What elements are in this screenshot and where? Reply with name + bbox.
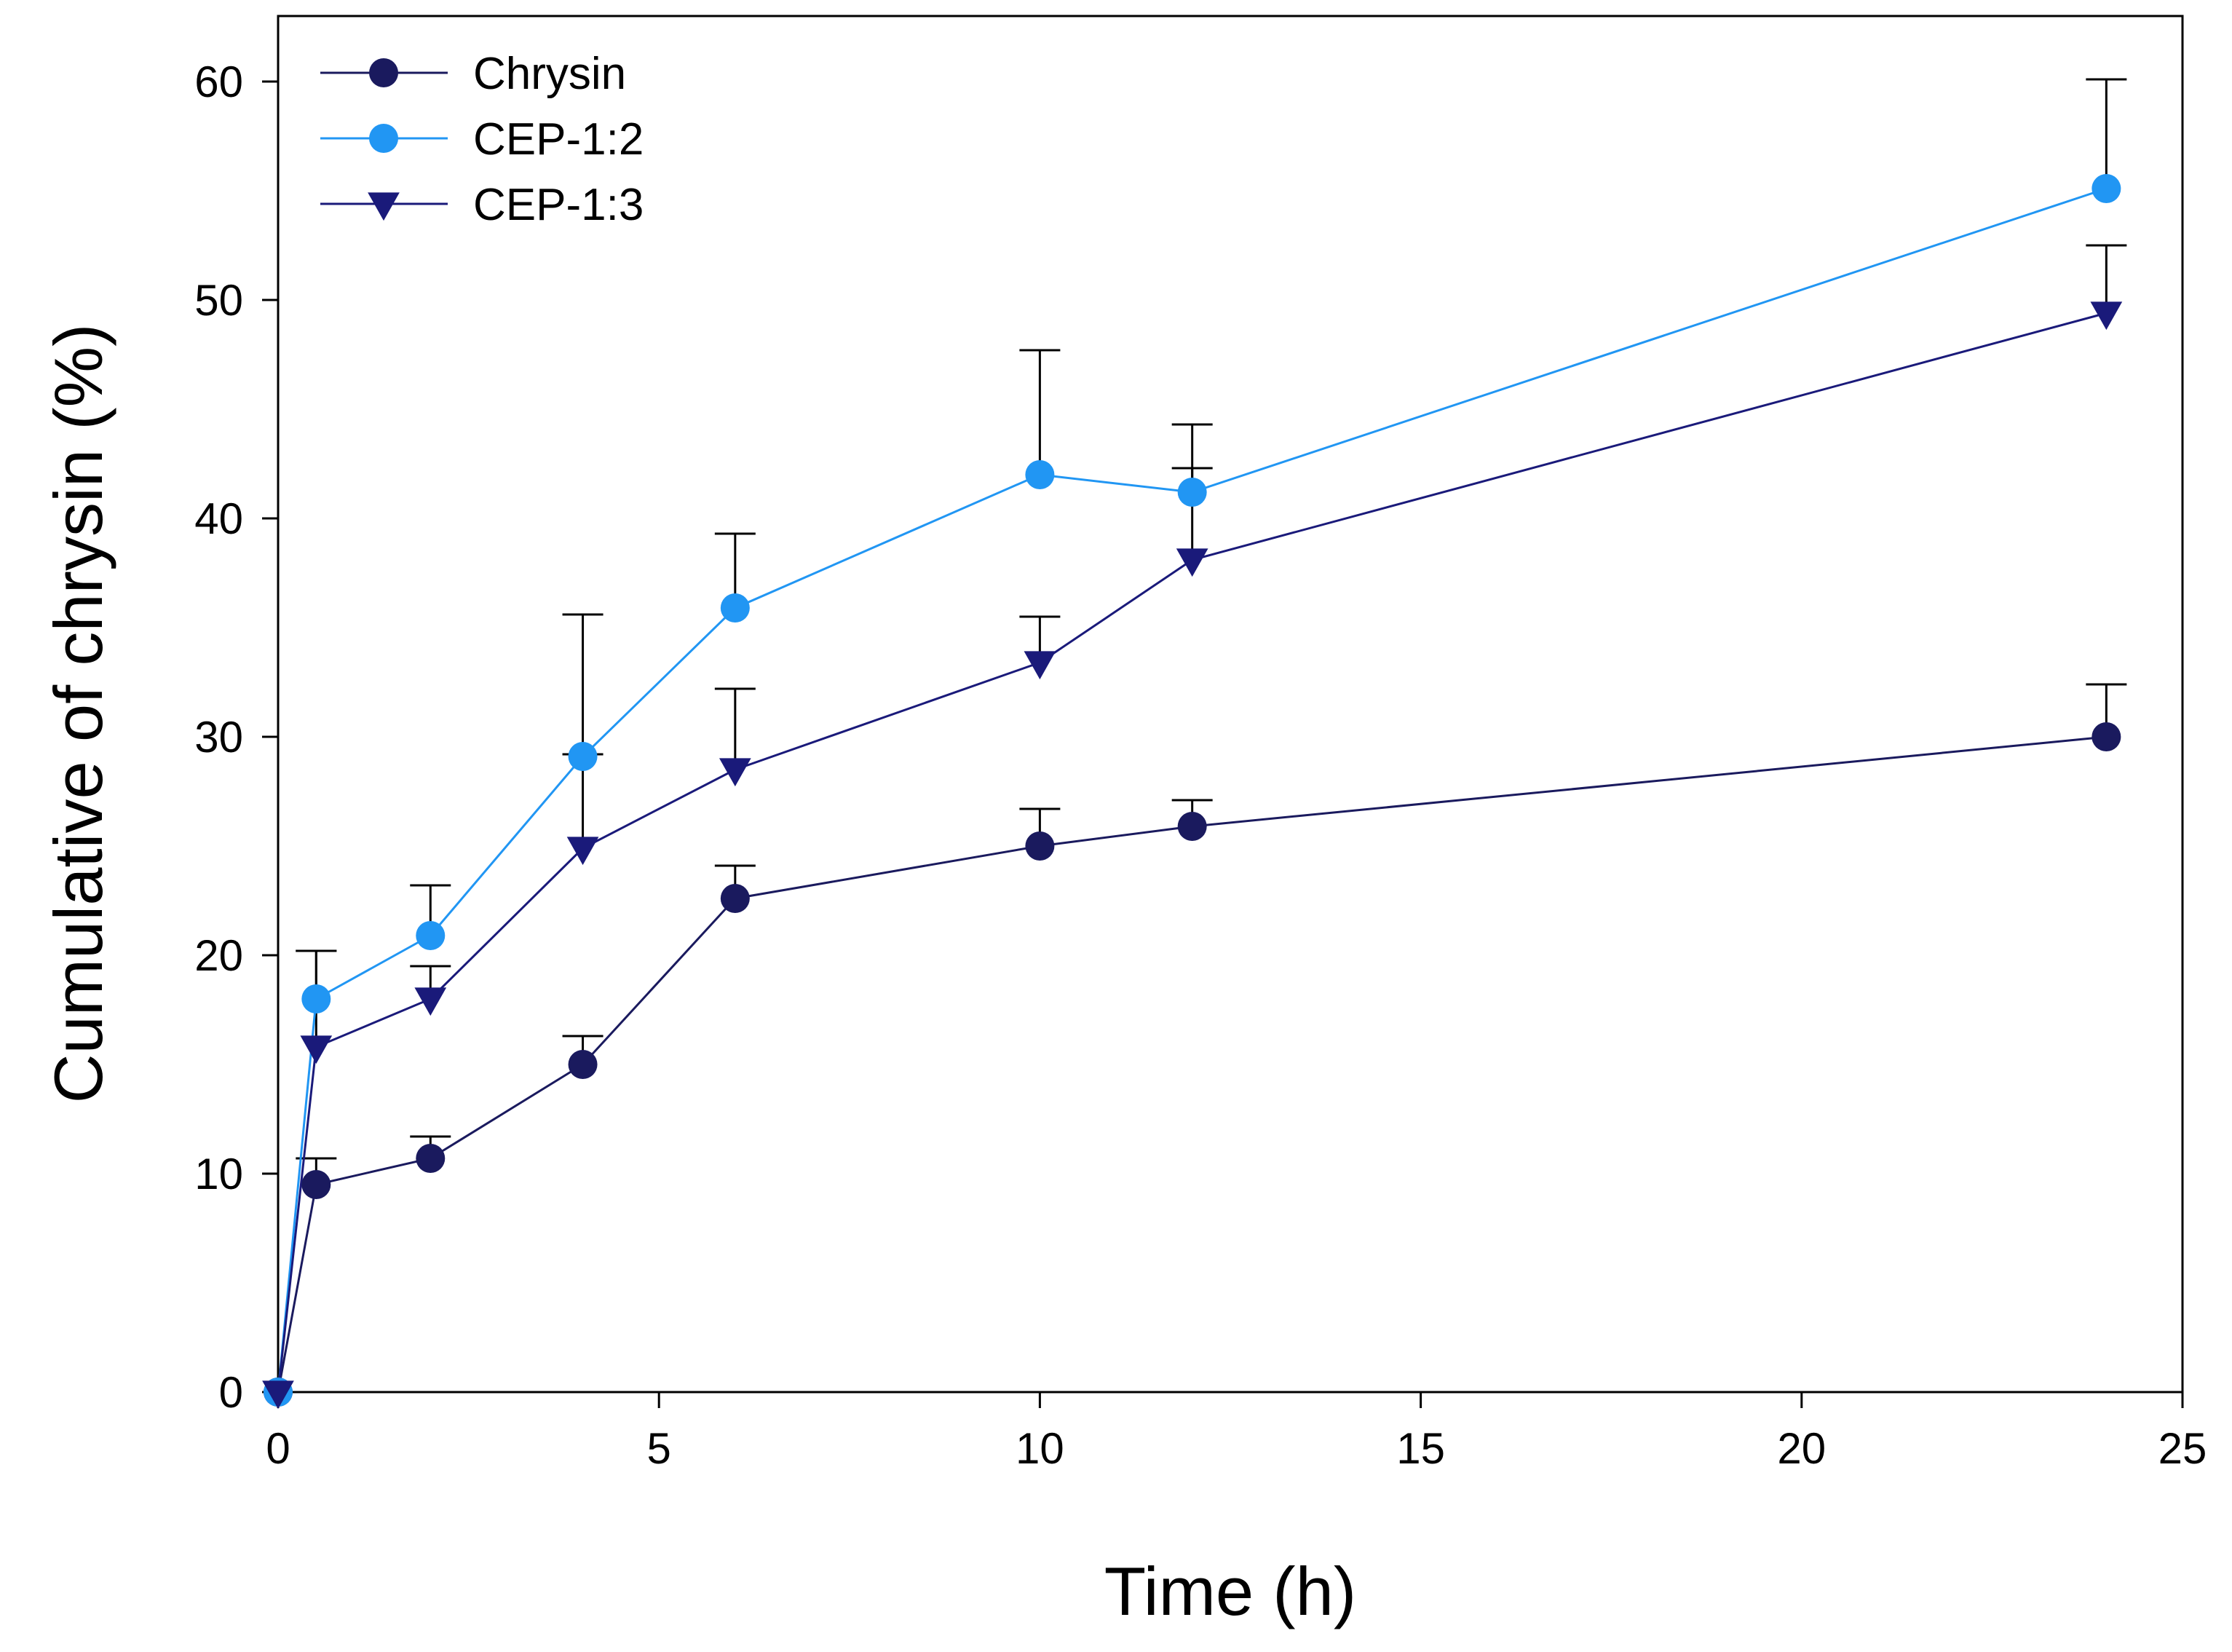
chrysin-data-point: [2091, 722, 2121, 751]
legend-chrysin-marker: [369, 58, 398, 87]
x-tick-label: 5: [647, 1424, 671, 1473]
cep-1-3-data-point: [566, 837, 599, 866]
cep-1-2-series-line: [277, 187, 2107, 1393]
legend-cep-1-3-label: CEP-1:3: [473, 180, 644, 230]
y-tick-label: 40: [194, 494, 243, 543]
cep-1-2-data-point: [568, 742, 598, 771]
x-tick-label: 10: [1016, 1424, 1064, 1473]
y-tick-label: 10: [194, 1150, 243, 1198]
x-axis: 0 5 10 15 20 25: [266, 1392, 2207, 1473]
cep-1-2-data-point: [301, 984, 331, 1013]
legend-cep-1-2-marker: [369, 124, 398, 153]
cep-1-3-data-point: [1024, 651, 1056, 680]
cep-1-2-data-point: [1177, 478, 1207, 507]
chrysin-series-line: [277, 735, 2107, 1393]
x-tick-label: 25: [2158, 1424, 2207, 1473]
legend-cep-1-2-label: CEP-1:2: [473, 114, 644, 165]
x-axis-title: Time (h): [1104, 1553, 1356, 1629]
chrysin-data-point: [416, 1144, 446, 1173]
x-tick-label: 0: [266, 1424, 290, 1473]
chrysin-data-point: [301, 1170, 331, 1199]
cep-1-3-data-point: [262, 1380, 294, 1410]
error-bars: [296, 78, 2127, 1185]
cep-1-3-data-point: [300, 1035, 333, 1064]
cep-1-3-data-point: [2090, 301, 2123, 331]
x-tick-label: 15: [1396, 1424, 1445, 1473]
legend: Chrysin CEP-1:2 CEP-1:3: [320, 49, 644, 230]
series-lines: [277, 187, 2107, 1393]
y-tick-label: 50: [194, 276, 243, 325]
y-tick-label: 0: [219, 1368, 243, 1417]
y-tick-label: 20: [194, 931, 243, 980]
cep-1-3-series-line: [277, 312, 2107, 1393]
legend-cep-1-3-marker: [368, 192, 400, 221]
x-tick-label: 20: [1777, 1424, 1826, 1473]
cep-1-2-data-point: [1025, 460, 1055, 489]
y-axis-title: Cumulative of chrysin (%): [40, 324, 116, 1104]
cep-1-2-data-point: [416, 921, 446, 950]
cep-1-2-data-point: [2091, 174, 2121, 203]
series-markers: [262, 174, 2123, 1410]
cep-1-3-data-point: [719, 758, 751, 787]
chrysin-data-point: [720, 884, 750, 913]
y-tick-label: 60: [194, 58, 243, 106]
chrysin-data-point: [1025, 831, 1055, 861]
cep-1-3-data-point: [1176, 548, 1208, 577]
y-axis: 0 10 20 30 40 50 60: [194, 58, 278, 1417]
y-tick-label: 30: [194, 713, 243, 762]
legend-chrysin-label: Chrysin: [473, 49, 626, 99]
cep-1-3-data-point: [414, 987, 447, 1016]
chrysin-data-point: [1177, 812, 1207, 841]
cep-1-2-data-point: [720, 593, 750, 623]
chrysin-data-point: [568, 1050, 598, 1079]
plot-frame: [277, 15, 2184, 1394]
